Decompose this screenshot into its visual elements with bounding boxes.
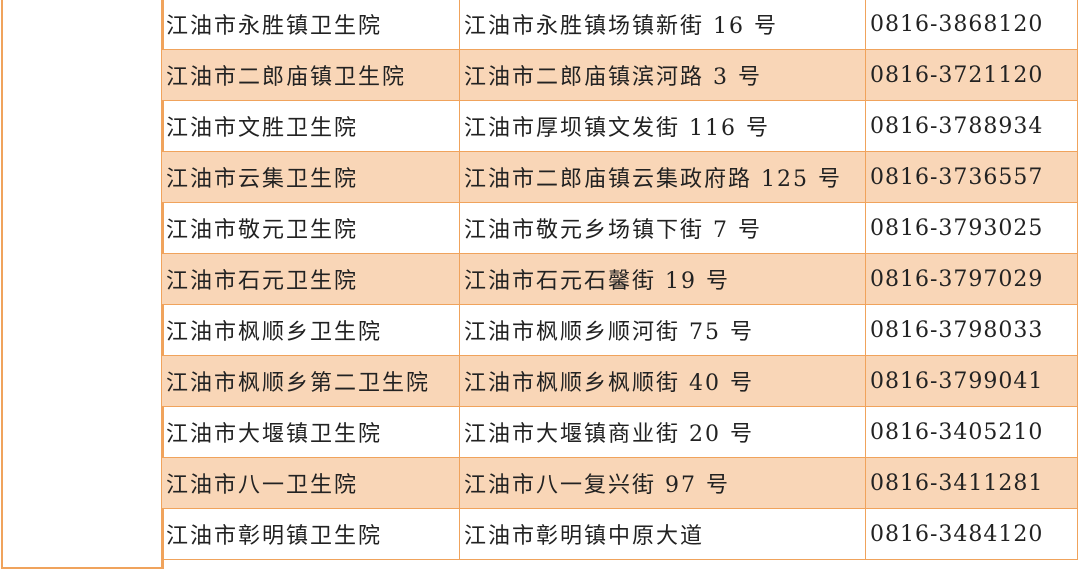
phone-cell: 0816-3405210 (865, 406, 1078, 458)
table-row: 江油市枫顺乡卫生院 江油市枫顺乡顺河街 75 号 0816-3798033 (161, 304, 1078, 356)
hospital-name-cell: 江油市文胜卫生院 (161, 100, 460, 152)
hospital-name-cell: 江油市敬元卫生院 (161, 202, 460, 254)
phone-cell: 0816-3721120 (865, 49, 1078, 101)
table-row: 江油市大堰镇卫生院 江油市大堰镇商业街 20 号 0816-3405210 (161, 406, 1078, 458)
phone-cell: 0816-3788934 (865, 100, 1078, 152)
table-row: 江油市八一卫生院 江油市八一复兴街 97 号 0816-3411281 (161, 457, 1078, 509)
hospital-name-cell: 江油市永胜镇卫生院 (161, 0, 460, 50)
hospital-table: 江油市永胜镇卫生院 江油市永胜镇场镇新街 16 号 0816-3868120 江油市二… (161, 0, 1078, 560)
table-row: 江油市枫顺乡第二卫生院 江油市枫顺乡枫顺街 40 号 0816-3799041 (161, 355, 1078, 407)
hospital-name-cell: 江油市大堰镇卫生院 (161, 406, 460, 458)
address-cell: 江油市枫顺乡枫顺街 40 号 (459, 355, 866, 407)
phone-cell: 0816-3868120 (865, 0, 1078, 50)
address-cell: 江油市八一复兴街 97 号 (459, 457, 866, 509)
phone-cell: 0816-3799041 (865, 355, 1078, 407)
table-row: 江油市云集卫生院 江油市二郎庙镇云集政府路 125 号 0816-3736557 (161, 151, 1078, 203)
table-row: 江油市石元卫生院 江油市石元石馨街 19 号 0816-3797029 (161, 253, 1078, 305)
address-cell: 江油市厚坝镇文发街 116 号 (459, 100, 866, 152)
hospital-name-cell: 江油市八一卫生院 (161, 457, 460, 509)
phone-cell: 0816-3793025 (865, 202, 1078, 254)
table-row: 江油市敬元卫生院 江油市敬元乡场镇下街 7 号 0816-3793025 (161, 202, 1078, 254)
phone-cell: 0816-3798033 (865, 304, 1078, 356)
address-cell: 江油市大堰镇商业街 20 号 (459, 406, 866, 458)
phone-cell: 0816-3411281 (865, 457, 1078, 509)
address-cell: 江油市永胜镇场镇新街 16 号 (459, 0, 866, 50)
address-cell: 江油市彰明镇中原大道 (459, 508, 866, 560)
address-cell: 江油市二郎庙镇云集政府路 125 号 (459, 151, 866, 203)
hospital-name-cell: 江油市石元卫生院 (161, 253, 460, 305)
hospital-name-cell: 江油市云集卫生院 (161, 151, 460, 203)
hospital-name-cell: 江油市枫顺乡第二卫生院 (161, 355, 460, 407)
hospital-name-cell: 江油市枫顺乡卫生院 (161, 304, 460, 356)
hospital-name-cell: 江油市彰明镇卫生院 (161, 508, 460, 560)
table-row: 江油市永胜镇卫生院 江油市永胜镇场镇新街 16 号 0816-3868120 (161, 0, 1078, 50)
address-cell: 江油市石元石馨街 19 号 (459, 253, 866, 305)
phone-cell: 0816-3797029 (865, 253, 1078, 305)
table-row: 江油市彰明镇卫生院 江油市彰明镇中原大道 0816-3484120 (161, 508, 1078, 560)
table-row: 江油市文胜卫生院 江油市厚坝镇文发街 116 号 0816-3788934 (161, 100, 1078, 152)
address-cell: 江油市二郎庙镇滨河路 3 号 (459, 49, 866, 101)
address-cell: 江油市敬元乡场镇下街 7 号 (459, 202, 866, 254)
table-row: 江油市二郎庙镇卫生院 江油市二郎庙镇滨河路 3 号 0816-3721120 (161, 49, 1078, 101)
merged-left-cell (1, 0, 164, 569)
phone-cell: 0816-3484120 (865, 508, 1078, 560)
hospital-name-cell: 江油市二郎庙镇卫生院 (161, 49, 460, 101)
address-cell: 江油市枫顺乡顺河街 75 号 (459, 304, 866, 356)
phone-cell: 0816-3736557 (865, 151, 1078, 203)
